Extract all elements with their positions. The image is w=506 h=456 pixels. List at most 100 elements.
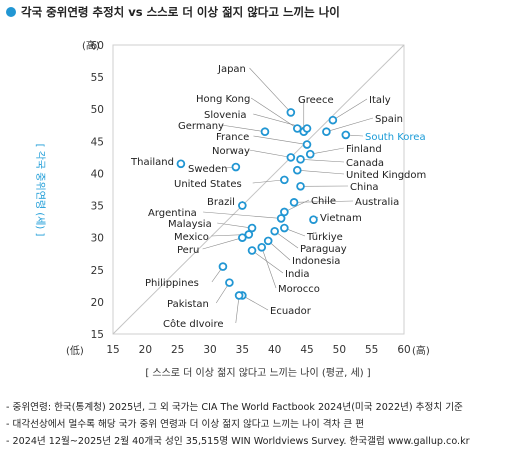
point-label: Chile bbox=[311, 196, 336, 207]
point-label: China bbox=[350, 182, 379, 193]
leader-line bbox=[235, 295, 240, 324]
leader-line bbox=[242, 295, 269, 311]
point-label: Paraguay bbox=[300, 244, 347, 255]
data-point bbox=[302, 124, 312, 133]
point-label: France bbox=[216, 132, 249, 143]
data-point bbox=[231, 162, 241, 172]
footnote-1: - 중위연령: 한국(통계청) 2025년, 그 외 국가는 CIA The W… bbox=[6, 402, 463, 413]
leader-line bbox=[221, 124, 266, 132]
point-label: Indonesia bbox=[292, 256, 340, 267]
data-point bbox=[280, 207, 289, 217]
point-label: Spain bbox=[375, 114, 403, 125]
leader-line bbox=[202, 237, 243, 250]
title-bullet-icon bbox=[6, 7, 16, 17]
data-point bbox=[289, 198, 299, 207]
leader-line bbox=[203, 211, 282, 219]
scatter-chart: 15 20 25 30 35 40 45 50 55 60 15 20 25 30 35 40 45 50 55 60… bbox=[34, 39, 430, 379]
x-tick-label: 15 bbox=[106, 344, 119, 356]
y-tick-label: 60 bbox=[91, 40, 104, 52]
leader-line bbox=[253, 135, 308, 145]
data-point bbox=[305, 149, 315, 159]
data-point bbox=[302, 140, 312, 149]
data-point bbox=[341, 130, 351, 140]
data-point bbox=[234, 291, 244, 300]
leader-line bbox=[250, 97, 298, 129]
data-point bbox=[260, 127, 270, 137]
point-label: Greece bbox=[298, 95, 334, 106]
y-tick-label: 50 bbox=[91, 104, 104, 116]
data-point bbox=[263, 236, 273, 246]
y-tick-label: 20 bbox=[91, 297, 104, 309]
x-tick-label: 60 bbox=[397, 344, 410, 356]
data-point bbox=[292, 124, 302, 133]
leader-line bbox=[310, 147, 345, 155]
point-label: Italy bbox=[369, 95, 391, 106]
leader-line bbox=[274, 231, 299, 249]
title-row: 각국 중위연령 추정치 vs 스스로 더 이상 젊지 않다고 느끼는 나이 bbox=[6, 3, 340, 21]
leader-line bbox=[297, 169, 345, 175]
point-label: India bbox=[285, 269, 310, 280]
point-label: United States bbox=[174, 179, 242, 190]
leader-line bbox=[249, 149, 291, 158]
point-label: Peru bbox=[177, 245, 199, 256]
point-label: Canada bbox=[346, 158, 384, 169]
leader-line-layer bbox=[179, 67, 374, 324]
point-label: Malaysia bbox=[168, 219, 212, 230]
leader-line bbox=[252, 179, 285, 184]
point-label: Vietnam bbox=[320, 213, 362, 224]
axis-layer: 15 20 25 30 35 40 45 50 55 60 15 20 25 30 35 40 45 50 55 60 bbox=[91, 40, 411, 356]
chart-title: 각국 중위연령 추정치 vs 스스로 더 이상 젊지 않다고 느끼는 나이 bbox=[21, 5, 340, 19]
leader-line bbox=[332, 98, 368, 121]
point-label: Brazil bbox=[207, 197, 235, 208]
point-label: Morocco bbox=[278, 284, 320, 295]
x-tick-label: 45 bbox=[300, 344, 313, 356]
x-tick-label: 30 bbox=[203, 344, 216, 356]
data-point bbox=[286, 153, 296, 162]
leader-line bbox=[294, 200, 354, 203]
label-layer: Japan Hong Kong Greece Italy SloveniaGermany… bbox=[130, 64, 426, 330]
point-label: Ecuador bbox=[270, 306, 312, 317]
footnote-3: - 2024년 12월~2025년 2월 40개국 성인 35,515명 WIN… bbox=[6, 436, 470, 447]
point-label: Germany bbox=[178, 121, 224, 132]
y-tick-label: 40 bbox=[91, 168, 104, 180]
data-point bbox=[292, 165, 302, 175]
x-tick-label: 40 bbox=[268, 344, 281, 356]
point-label: Philippines bbox=[145, 278, 199, 289]
point-layer bbox=[176, 108, 351, 300]
data-point bbox=[280, 175, 289, 185]
x-tick-label: 50 bbox=[333, 344, 346, 356]
point-label: Côte dIvoire bbox=[163, 318, 224, 330]
x-axis-title: [ 스스로 더 이상 젊지 않다고 느끼는 나이 (평균, 세) ] bbox=[145, 367, 370, 379]
y-axis-title: [ 각국 중위연령 (세) ] bbox=[34, 144, 47, 237]
data-point bbox=[244, 230, 254, 239]
data-point bbox=[276, 214, 286, 223]
x-tick-label: 25 bbox=[171, 344, 184, 356]
leader-line bbox=[326, 117, 374, 132]
point-label: United Kingdom bbox=[346, 170, 426, 181]
data-point bbox=[238, 233, 247, 242]
point-label: Argentina bbox=[148, 208, 197, 219]
point-label: Norway bbox=[212, 146, 250, 157]
data-point bbox=[328, 115, 338, 125]
data-point bbox=[296, 181, 305, 191]
data-point bbox=[176, 159, 186, 169]
point-label: Thailand bbox=[130, 157, 174, 168]
point-label: South Korea bbox=[365, 132, 426, 143]
leader-line bbox=[261, 247, 277, 289]
leader-line bbox=[284, 199, 310, 213]
point-label: Türkiye bbox=[306, 232, 343, 243]
footnote-2: - 대각선상에서 멀수록 해당 국가 중위 연령과 더 이상 젊지 않다고 느끼… bbox=[6, 419, 365, 430]
data-point bbox=[270, 226, 279, 236]
data-point bbox=[225, 278, 234, 287]
y-min-label: (低) bbox=[66, 344, 84, 357]
leader-line bbox=[268, 240, 291, 261]
point-label: Hong Kong bbox=[196, 94, 250, 105]
x-tick-label: 20 bbox=[139, 344, 152, 356]
data-point bbox=[322, 127, 331, 137]
x-max-label: (高) bbox=[412, 344, 430, 357]
point-label: Japan bbox=[217, 64, 246, 75]
data-point bbox=[286, 108, 296, 117]
data-point bbox=[247, 223, 257, 233]
point-label: Mexico bbox=[174, 232, 209, 243]
leader-line bbox=[217, 222, 253, 229]
